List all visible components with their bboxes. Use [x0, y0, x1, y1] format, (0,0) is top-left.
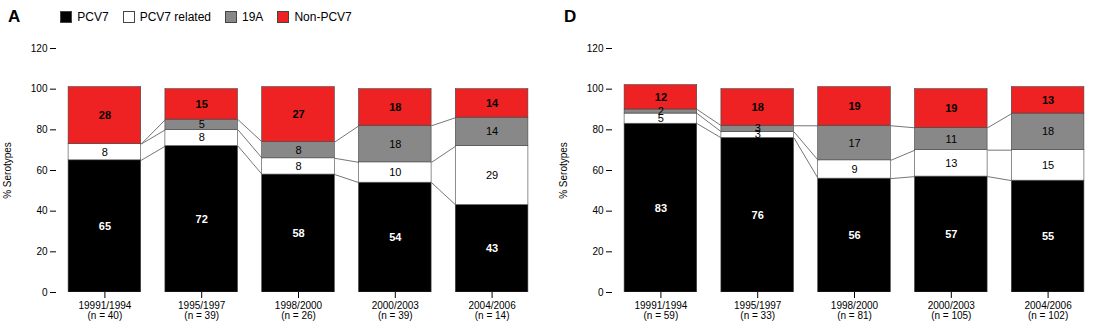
svg-text:29: 29	[486, 169, 498, 181]
svg-text:3: 3	[754, 128, 761, 141]
svg-text:11: 11	[946, 133, 957, 145]
svg-text:12: 12	[655, 91, 667, 103]
svg-text:65: 65	[99, 220, 111, 232]
svg-text:19: 19	[945, 102, 957, 114]
svg-text:9: 9	[851, 163, 857, 175]
svg-text:3: 3	[755, 122, 761, 134]
svg-text:1998/2000(n = 81): 1998/2000(n = 81)	[831, 300, 879, 321]
svg-text:1995/1997(n = 39): 1995/1997(n = 39)	[178, 300, 226, 321]
svg-text:19991/1994(n = 40): 19991/1994(n = 40)	[78, 300, 131, 321]
html-text:19A: 19A	[242, 10, 264, 24]
svg-text:13: 13	[1042, 94, 1054, 106]
svg-text:76: 76	[752, 209, 764, 221]
svg-text:5: 5	[199, 118, 205, 130]
svg-text:80: 80	[36, 124, 48, 135]
svg-text:2004/2006(n = 14): 2004/2006(n = 14)	[468, 300, 516, 321]
svg-text:14: 14	[486, 125, 498, 137]
svg-text:0: 0	[42, 287, 48, 298]
svg-text:18: 18	[389, 101, 401, 113]
svg-text:60: 60	[592, 165, 604, 176]
svg-text:55: 55	[1042, 230, 1054, 242]
svg-text:120: 120	[587, 43, 604, 54]
svg-text:19: 19	[848, 100, 860, 112]
svg-text:% Serotypes: % Serotypes	[558, 142, 569, 199]
svg-text:2: 2	[658, 105, 664, 117]
svg-text:8: 8	[295, 144, 301, 156]
svg-text:20: 20	[592, 246, 604, 257]
svg-text:54: 54	[389, 231, 402, 243]
svg-text:1995/1997(n = 33): 1995/1997(n = 33)	[734, 300, 782, 321]
svg-text:1998/2000(n = 26): 1998/2000(n = 26)	[275, 300, 323, 321]
svg-text:100: 100	[31, 83, 48, 94]
svg-text:14: 14	[486, 97, 499, 109]
svg-text:19991/1994(n = 59): 19991/1994(n = 59)	[634, 300, 687, 321]
svg-text:20: 20	[36, 246, 48, 257]
svg-text:43: 43	[486, 242, 498, 254]
svg-text:83: 83	[655, 202, 667, 214]
html-text:PCV7 related: PCV7 related	[139, 10, 211, 24]
svg-text:8: 8	[295, 160, 301, 172]
svg-text:5: 5	[657, 112, 664, 125]
svg-text:40: 40	[36, 205, 48, 216]
html-text:A: A	[8, 7, 21, 26]
svg-text:10: 10	[389, 166, 401, 178]
svg-text:2000/2003(n = 105): 2000/2003(n = 105)	[928, 300, 976, 321]
svg-text:58: 58	[292, 227, 304, 239]
svg-text:13: 13	[945, 157, 957, 169]
svg-text:0: 0	[598, 287, 604, 298]
svg-text:72: 72	[196, 213, 208, 225]
svg-text:80: 80	[592, 124, 604, 135]
svg-text:2000/2003(n = 39): 2000/2003(n = 39)	[372, 300, 420, 321]
html-text:PCV7: PCV7	[77, 10, 109, 24]
svg-text:18: 18	[1042, 125, 1054, 137]
svg-text:2004/2006(n = 102): 2004/2006(n = 102)	[1024, 300, 1072, 321]
svg-text:8: 8	[199, 131, 205, 143]
svg-text:% Serotypes: % Serotypes	[2, 142, 13, 199]
svg-text:17: 17	[848, 137, 860, 149]
svg-text:27: 27	[292, 108, 304, 120]
svg-text:57: 57	[945, 228, 957, 240]
svg-text:18: 18	[752, 101, 764, 113]
html-text:D: D	[564, 7, 577, 26]
svg-text:28: 28	[99, 109, 111, 121]
svg-text:15: 15	[1042, 159, 1054, 171]
svg-text:8: 8	[102, 146, 108, 158]
svg-text:15: 15	[196, 98, 208, 110]
svg-text:40: 40	[592, 205, 604, 216]
html-text:Non-PCV7: Non-PCV7	[294, 10, 352, 24]
svg-text:120: 120	[31, 43, 48, 54]
svg-text:100: 100	[587, 83, 604, 94]
svg-text:56: 56	[848, 229, 860, 241]
svg-text:60: 60	[36, 165, 48, 176]
svg-text:18: 18	[389, 138, 401, 150]
